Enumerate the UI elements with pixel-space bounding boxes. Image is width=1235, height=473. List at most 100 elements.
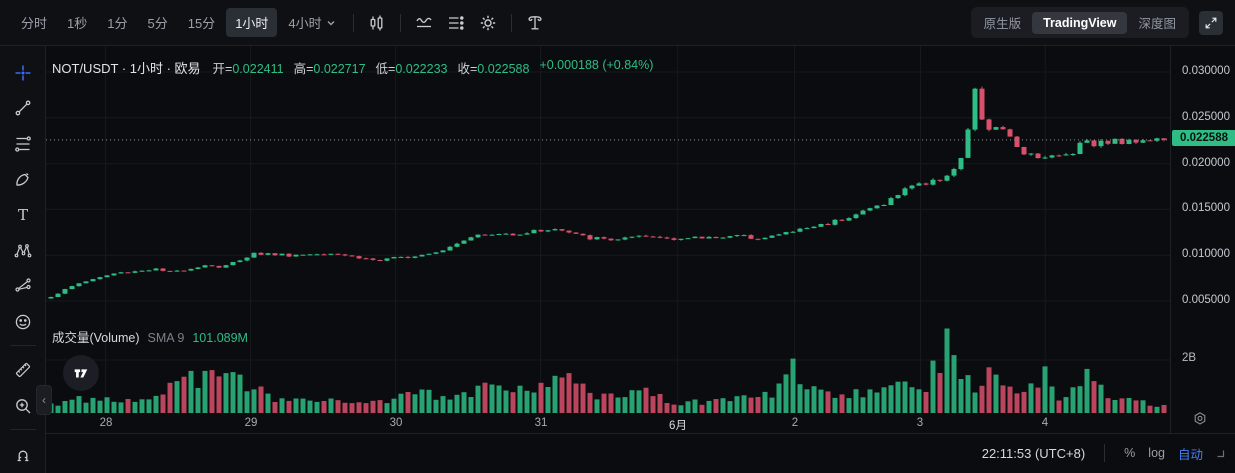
- auto-scale-toggle[interactable]: 自动: [1177, 447, 1203, 462]
- projection-tool-button[interactable]: [6, 269, 40, 303]
- time-axis[interactable]: 28 29 30 31 6月 2 3 4: [46, 413, 1170, 433]
- gear-icon: [480, 15, 495, 30]
- time-axis-tick[interactable]: 4: [1041, 417, 1049, 429]
- emoji-tool-button[interactable]: [6, 305, 40, 339]
- status-bar: 22:11:53 (UTC+8) % log 自动: [982, 439, 1225, 467]
- candles-style-button[interactable]: [362, 8, 392, 38]
- price-axis-tick: 0.030000: [1182, 65, 1230, 77]
- crosshair-tool-button[interactable]: [6, 56, 40, 90]
- tradingview-logo: [63, 355, 99, 391]
- zoom-in-icon: [15, 398, 30, 414]
- brush-tool-button[interactable]: [6, 163, 40, 197]
- fib-retracement-icon: [14, 136, 31, 152]
- indicators-icon: [416, 17, 432, 27]
- toolbar-divider: [510, 13, 512, 32]
- measure-tool-button[interactable]: [6, 353, 40, 387]
- interval-tab-1h[interactable]: 1小时: [226, 8, 278, 37]
- time-axis-tick[interactable]: 30: [389, 417, 403, 429]
- view-mode-depth[interactable]: 深度图: [1138, 17, 1176, 31]
- fib-retracement-tool-button[interactable]: [6, 127, 40, 161]
- text-icon: T: [17, 206, 27, 224]
- collapse-toolbar-tab[interactable]: ‹: [36, 385, 52, 415]
- interval-tab-15m[interactable]: 15分: [187, 16, 216, 31]
- xabcd-pattern-tool-button[interactable]: [6, 234, 40, 268]
- trend-line-tool-button[interactable]: [6, 92, 40, 126]
- volume-axis-tick: 2B: [1182, 352, 1197, 364]
- interval-tab-4h-dropdown[interactable]: 4小时: [279, 8, 344, 37]
- price-axis-tick: 0.010000: [1182, 248, 1230, 261]
- time-axis-tick[interactable]: 28: [99, 417, 113, 429]
- clock-display[interactable]: 22:11:53 (UTC+8): [981, 445, 1086, 461]
- volume-title[interactable]: 成交量(Volume): [52, 331, 140, 345]
- symbol-title[interactable]: NOT/USDT · 1小时 · 欧易: [52, 61, 201, 76]
- ohlc-values: 开=0.022411 高=0.022717 低=0.022233 收=0.022…: [213, 58, 654, 77]
- tradingview-logo-icon: [74, 369, 88, 378]
- high-label: 高=: [293, 62, 314, 76]
- log-scale-toggle[interactable]: log: [1148, 446, 1165, 460]
- volume-legend: 成交量(Volume) SMA 9 101.089M: [52, 327, 248, 346]
- price-chart-canvas[interactable]: [46, 46, 1170, 413]
- chevron-down-icon: [327, 20, 335, 25]
- price-axis[interactable]: 0.022588 2B 0.030000 0.025000 0.020000 0.01…: [1170, 0, 1235, 473]
- statusbar-divider: [46, 433, 1235, 434]
- fullscreen-button[interactable]: [1199, 10, 1223, 35]
- view-mode-switch: 原生版 TradingView 深度图: [970, 7, 1189, 38]
- indicator-template-button[interactable]: [520, 8, 550, 38]
- zoom-in-tool-button[interactable]: [6, 389, 40, 423]
- toolbar-divider: [399, 13, 401, 32]
- text-tool-button[interactable]: T: [6, 198, 40, 232]
- price-axis-tick: 0.015000: [1182, 202, 1230, 215]
- interval-tab-4h-label: 4小时: [288, 16, 322, 31]
- time-axis-tick[interactable]: 29: [244, 417, 258, 429]
- time-axis-tick[interactable]: 3: [916, 417, 924, 429]
- price-axis-border: [1170, 46, 1171, 433]
- toolbar-divider: [9, 429, 36, 431]
- time-axis-tick[interactable]: 6月: [669, 420, 687, 432]
- magnet-icon: [17, 450, 28, 462]
- low-label: 低=: [375, 62, 396, 76]
- indicators-button[interactable]: [409, 8, 439, 38]
- magnet-tool-button[interactable]: [6, 437, 40, 471]
- resize-corner-icon[interactable]: [1216, 449, 1225, 458]
- trend-line-icon: [15, 100, 30, 116]
- toolbar-divider: [9, 345, 36, 347]
- toolbar-divider: [352, 13, 354, 32]
- axis-settings-button[interactable]: [1192, 411, 1208, 430]
- status-divider: [1104, 444, 1106, 462]
- high-value: 0.022717: [313, 62, 366, 76]
- close-value: 0.022588: [477, 62, 530, 76]
- view-mode-native[interactable]: 原生版: [983, 17, 1022, 31]
- price-axis-tick: 0.020000: [1182, 156, 1230, 169]
- close-label: 收=: [457, 62, 478, 76]
- time-axis-tick[interactable]: 31: [534, 417, 548, 429]
- emoji-icon: [15, 314, 30, 329]
- interval-tab-timeshare[interactable]: 分时: [21, 16, 48, 31]
- projection-icon: [14, 278, 31, 292]
- view-mode-tradingview[interactable]: TradingView: [1032, 11, 1128, 34]
- hexagon-gear-icon: [1194, 412, 1206, 425]
- chart-settings-button[interactable]: [473, 8, 503, 38]
- change-value: +0.000188 (+0.84%): [539, 58, 654, 72]
- xabcd-pattern-icon: [14, 243, 31, 257]
- list-icon: [448, 15, 464, 30]
- price-axis-tick: 0.025000: [1182, 110, 1230, 123]
- indicator-list-button[interactable]: [441, 8, 471, 38]
- volume-sma-value: 101.089M: [192, 331, 248, 345]
- ruler-icon: [15, 363, 30, 378]
- svg-text:T: T: [17, 206, 27, 224]
- crosshair-icon: [15, 65, 30, 81]
- interval-tab-5m[interactable]: 5分: [147, 16, 168, 31]
- interval-tab-1m[interactable]: 1分: [107, 16, 128, 31]
- price-axis-tick: 0.005000: [1182, 294, 1230, 306]
- expand-icon: [1205, 17, 1217, 28]
- low-value: 0.022233: [395, 62, 448, 76]
- brush-icon: [15, 173, 29, 187]
- candles-icon: [370, 15, 383, 30]
- indicator-template-icon: [528, 15, 542, 29]
- collapse-arrow-icon: ‹: [42, 393, 46, 407]
- interval-tab-1s[interactable]: 1秒: [67, 16, 88, 31]
- open-value: 0.022411: [232, 62, 284, 76]
- time-axis-tick[interactable]: 2: [791, 417, 799, 429]
- percent-scale-toggle[interactable]: %: [1124, 446, 1136, 460]
